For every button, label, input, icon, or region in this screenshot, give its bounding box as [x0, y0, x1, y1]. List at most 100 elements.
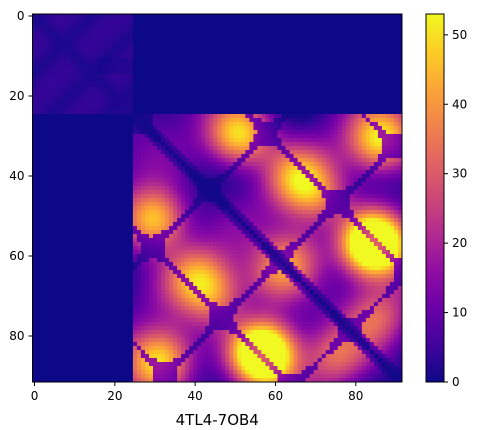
- heatmap-cell: [96, 218, 102, 223]
- heatmap-cell: [84, 46, 90, 51]
- heatmap-cell: [237, 186, 242, 191]
- heatmap-cell: [293, 26, 298, 31]
- heatmap-cell: [257, 98, 262, 103]
- heatmap-cell: [265, 138, 270, 143]
- heatmap-cell: [237, 218, 242, 223]
- heatmap-cell: [393, 26, 399, 31]
- heatmap-cell: [301, 22, 307, 27]
- heatmap-cell: [124, 166, 130, 171]
- heatmap-cell: [385, 186, 391, 191]
- heatmap-cell: [353, 170, 359, 175]
- heatmap-cell: [301, 14, 307, 19]
- heatmap-cell: [44, 214, 49, 219]
- heatmap-cell: [385, 210, 391, 215]
- heatmap-cell: [52, 90, 57, 95]
- heatmap-cell: [257, 182, 262, 187]
- heatmap-cell: [381, 126, 387, 131]
- heatmap-cell: [72, 150, 78, 155]
- heatmap-cell: [229, 34, 234, 39]
- heatmap-cell: [369, 98, 375, 103]
- heatmap-cell: [381, 46, 387, 51]
- heatmap-cell: [289, 78, 294, 83]
- heatmap-cell: [373, 14, 379, 19]
- heatmap-cell: [289, 210, 294, 215]
- heatmap-cell: [197, 126, 202, 131]
- heatmap-cell: [257, 198, 262, 203]
- heatmap-cell: [80, 158, 86, 163]
- heatmap-cell: [197, 142, 202, 147]
- heatmap-cell: [361, 86, 367, 91]
- heatmap-cell: [197, 222, 202, 227]
- heatmap-cell: [253, 178, 258, 183]
- heatmap-cell: [229, 42, 234, 47]
- heatmap-cell: [389, 218, 395, 223]
- heatmap-cell: [273, 202, 278, 207]
- heatmap-cell: [60, 146, 66, 151]
- heatmap-cell: [120, 106, 126, 111]
- heatmap-cell: [56, 142, 62, 147]
- heatmap-cell: [136, 98, 142, 103]
- heatmap-cell: [365, 110, 371, 115]
- heatmap-cell: [297, 78, 302, 83]
- heatmap-cell: [245, 54, 250, 59]
- heatmap-cell: [341, 86, 347, 91]
- heatmap-cell: [313, 106, 319, 111]
- heatmap-cell: [148, 90, 154, 95]
- heatmap-cell: [40, 54, 45, 59]
- heatmap-cell: [337, 110, 343, 115]
- heatmap-cell: [373, 46, 379, 51]
- heatmap-cell: [56, 214, 62, 219]
- heatmap-cell: [72, 54, 78, 59]
- heatmap-cell: [229, 194, 234, 199]
- heatmap-cell: [56, 50, 62, 55]
- heatmap-cell: [305, 154, 311, 159]
- heatmap-cell: [369, 42, 375, 47]
- heatmap-cell: [305, 110, 311, 115]
- heatmap-cell: [245, 146, 250, 151]
- heatmap-cell: [265, 194, 270, 199]
- heatmap-cell: [120, 54, 126, 59]
- heatmap-cell: [32, 114, 37, 119]
- heatmap-cell: [369, 66, 375, 71]
- heatmap-cell: [201, 202, 206, 207]
- heatmap-cell: [365, 154, 371, 159]
- heatmap-cell: [249, 222, 254, 227]
- heatmap-cell: [285, 142, 290, 147]
- heatmap-cell: [148, 218, 154, 223]
- heatmap-cell: [92, 190, 98, 195]
- heatmap-cell: [353, 202, 359, 207]
- heatmap-cell: [177, 62, 182, 67]
- heatmap-cell: [64, 26, 70, 31]
- heatmap-cell: [144, 190, 150, 195]
- heatmap-cell: [293, 82, 298, 87]
- heatmap-cell: [293, 214, 298, 219]
- heatmap-cell: [112, 198, 118, 203]
- heatmap-cell: [281, 122, 286, 127]
- heatmap-cell: [197, 18, 202, 23]
- heatmap-cell: [177, 46, 182, 51]
- heatmap-cell: [289, 206, 294, 211]
- heatmap-cell: [197, 206, 202, 211]
- heatmap-cell: [241, 70, 246, 75]
- heatmap-cell: [36, 218, 41, 223]
- heatmap-cell: [173, 218, 178, 223]
- heatmap-cell: [193, 182, 198, 187]
- heatmap-cell: [56, 150, 62, 155]
- heatmap-cell: [60, 214, 66, 219]
- heatmap-cell: [213, 202, 218, 207]
- heatmap-cell: [209, 226, 214, 231]
- heatmap-cell: [281, 170, 286, 175]
- heatmap-cell: [333, 190, 339, 195]
- heatmap-cell: [32, 66, 37, 71]
- heatmap-cell: [253, 202, 258, 207]
- heatmap-cell: [40, 170, 45, 175]
- heatmap-cell: [44, 98, 49, 103]
- heatmap-cell: [317, 90, 323, 95]
- heatmap-cell: [72, 214, 78, 219]
- heatmap-cell: [241, 90, 246, 95]
- heatmap-cell: [173, 22, 178, 27]
- heatmap-cell: [397, 166, 403, 171]
- heatmap-cell: [181, 206, 186, 211]
- heatmap-cell: [317, 166, 323, 171]
- heatmap-cell: [213, 174, 218, 179]
